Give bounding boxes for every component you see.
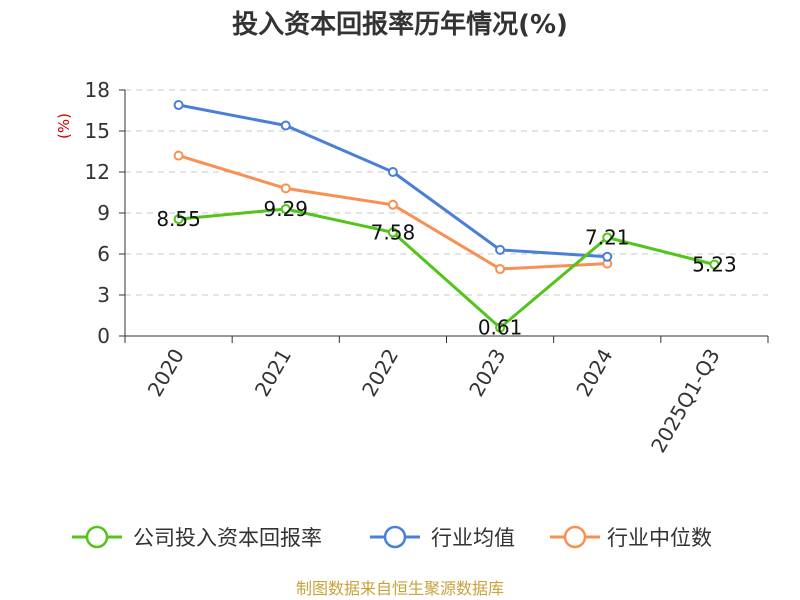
legend-marker-2 — [563, 525, 587, 549]
data-label-1: 9.29 — [263, 197, 308, 221]
series-0-point-0 — [173, 214, 184, 225]
data-label-5: 5.23 — [692, 253, 737, 277]
y-axis-label: (%) — [55, 113, 73, 139]
series-1-point-1 — [280, 120, 291, 131]
data-label-2: 7.58 — [371, 220, 416, 244]
series-1-point-0 — [173, 100, 184, 111]
legend-label-1: 行业均值 — [431, 526, 515, 550]
y-tick-label-1: 3 — [97, 283, 110, 307]
series-0-point-3 — [495, 322, 506, 333]
axes — [119, 89, 769, 343]
series-2-point-3 — [495, 264, 506, 275]
data-label-3: 0.61 — [478, 316, 523, 340]
series-0-point-5 — [709, 259, 720, 270]
x-tick-label-0: 2020 — [143, 345, 189, 401]
chart-title: 投入资本回报率历年情况(%) — [232, 9, 568, 40]
legend-marker-1 — [383, 525, 407, 549]
y-tick-labels: 0 3 6 9 12 15 18 — [85, 78, 110, 348]
y-tick-label-3: 9 — [97, 201, 110, 225]
x-tick-labels: 2020 2021 2022 2023 2024 2025Q1-Q3 — [143, 345, 725, 457]
grid-lines — [125, 89, 768, 296]
x-tick-label-3: 2023 — [464, 345, 510, 401]
legend-label-2: 行业中位数 — [607, 526, 712, 550]
y-tick-label-4: 12 — [85, 160, 110, 184]
y-tick-label-5: 15 — [85, 119, 110, 143]
y-tick-label-2: 6 — [97, 242, 110, 266]
source-note: 制图数据来自恒生聚源数据库 — [296, 579, 504, 598]
legend: 公司投入资本回报率 行业均值 行业中位数 — [72, 525, 712, 550]
series-0-point-4 — [602, 232, 613, 243]
legend-label-0: 公司投入资本回报率 — [133, 526, 322, 550]
data-label-0: 8.55 — [156, 207, 201, 231]
series-0-point-1 — [280, 204, 291, 215]
y-tick-label-6: 18 — [85, 78, 110, 102]
x-tick-label-2: 2022 — [357, 345, 403, 401]
series-2-point-0 — [173, 150, 184, 161]
series-1-point-4 — [602, 251, 613, 262]
data-labels: 8.55 9.29 7.58 0.61 7.21 5.23 — [156, 197, 736, 340]
x-tick-label-5: 2025Q1-Q3 — [646, 345, 725, 457]
data-label-4: 7.21 — [585, 225, 630, 249]
series-line-0 — [178, 207, 715, 330]
series-group — [173, 100, 720, 333]
series-0-point-2 — [387, 227, 398, 238]
series-1-point-3 — [495, 244, 506, 255]
y-tick-label-0: 0 — [97, 324, 110, 348]
series-2-point-2 — [387, 199, 398, 210]
x-tick-label-1: 2021 — [250, 345, 296, 401]
legend-marker-0 — [85, 525, 109, 549]
x-tick-label-4: 2024 — [571, 345, 617, 401]
series-1-point-2 — [387, 167, 398, 177]
series-2-point-1 — [280, 183, 291, 194]
